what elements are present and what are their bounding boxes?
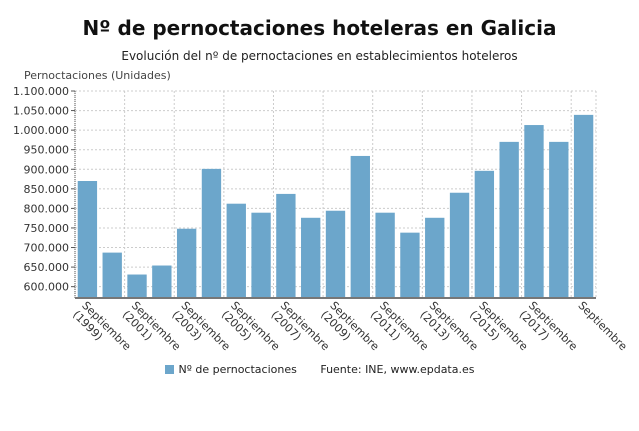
bar xyxy=(425,217,445,298)
legend: Nº de pernoctaciones Fuente: INE, www.ep… xyxy=(0,363,639,376)
y-tick-label: 800.000 xyxy=(24,202,70,215)
bar xyxy=(400,232,420,298)
y-tick-label: 900.000 xyxy=(24,163,70,176)
bar xyxy=(226,203,246,298)
source-note: Fuente: INE, www.epdata.es xyxy=(320,363,475,376)
y-tick-label: 750.000 xyxy=(24,222,70,235)
bar xyxy=(524,125,544,298)
bar xyxy=(573,114,594,298)
y-tick-label: 650.000 xyxy=(24,261,70,274)
y-tick-label: 700.000 xyxy=(24,242,70,255)
bar xyxy=(499,141,519,298)
x-tick-label: Septiembre(2011) xyxy=(368,299,432,363)
bar xyxy=(276,193,296,298)
x-tick-label: Septiembre(2009) xyxy=(318,299,382,363)
bar xyxy=(102,252,122,298)
bar xyxy=(301,217,321,298)
x-tick-label: Septiembre(2001) xyxy=(120,299,184,363)
y-tick-label: 1.100.000 xyxy=(13,85,69,98)
chart-subtitle: Evolución del nº de pernoctaciones en es… xyxy=(121,49,518,63)
bar xyxy=(127,274,147,298)
legend-swatch xyxy=(164,365,174,374)
bar xyxy=(201,168,222,298)
legend-label: Nº de pernoctaciones xyxy=(178,363,297,376)
x-tick-label: Septiembre(2005) xyxy=(219,299,283,363)
x-tick-label: Septiembre(2013) xyxy=(417,299,481,363)
y-tick-label: 600.000 xyxy=(24,281,70,294)
bar xyxy=(474,170,495,298)
x-tick-label: Septiembre(2003) xyxy=(169,299,233,363)
bar xyxy=(176,228,197,298)
y-tick-label: 1.000.000 xyxy=(13,124,69,137)
bar xyxy=(375,212,395,298)
x-tick-label: Septiembre(2007) xyxy=(269,299,333,363)
bar xyxy=(152,265,172,298)
y-axis-label: Pernoctaciones (Unidades) xyxy=(24,69,171,82)
bar xyxy=(549,141,569,298)
chart-title: Nº de pernoctaciones hoteleras en Galici… xyxy=(82,16,557,40)
x-tick-label: Septiembre xyxy=(575,299,629,353)
bar xyxy=(251,212,271,298)
bar xyxy=(449,192,470,298)
y-tick-label: 950.000 xyxy=(24,144,70,157)
y-tick-label: 1.050.000 xyxy=(13,105,69,118)
x-tick-label: Septiembre(1999) xyxy=(70,299,134,363)
y-tick-label: 850.000 xyxy=(24,183,70,196)
bar xyxy=(350,155,370,298)
x-tick-label: Septiembre(2017) xyxy=(517,299,581,363)
bar xyxy=(325,210,346,298)
x-tick-label: Septiembre(2015) xyxy=(467,299,531,363)
bar xyxy=(77,181,98,298)
